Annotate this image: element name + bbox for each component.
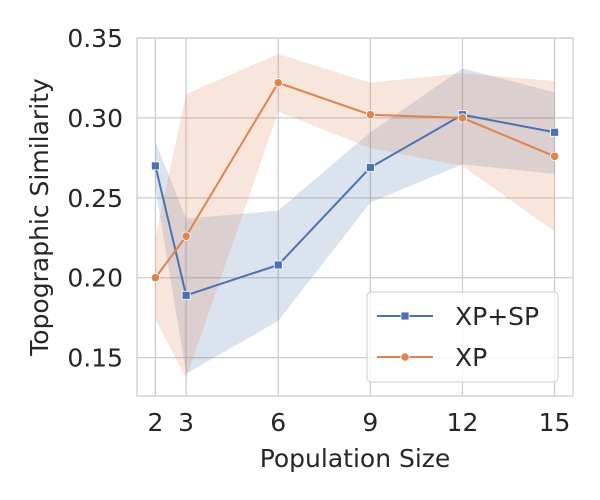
data-point: [181, 290, 191, 300]
legend-box: [366, 291, 559, 383]
confidence-band-1: [155, 53, 555, 379]
x-tick-labels: 2 3 6 9 12 15: [147, 408, 570, 437]
data-point: [151, 161, 160, 171]
legend-label-0: XP+SP: [455, 302, 539, 331]
y-tick-label: 0.25: [67, 184, 123, 213]
data-point: [365, 110, 375, 120]
data-point: [549, 151, 560, 161]
data-point: [365, 163, 375, 172]
plot-frame: [136, 37, 574, 397]
legend-marker-0: [400, 311, 410, 321]
confidence-band-0: [155, 68, 555, 374]
legend-label-1: XP: [455, 343, 487, 372]
x-tick-label: 3: [178, 408, 194, 437]
data-point: [150, 273, 161, 283]
y-tick-label: 0.35: [67, 24, 123, 53]
series-lines: [154, 81, 555, 297]
y-tick-label: 0.15: [67, 344, 123, 373]
data-point: [550, 127, 559, 137]
data-point: [457, 113, 468, 123]
series-markers: [150, 78, 560, 300]
x-tick-label: 12: [447, 408, 479, 437]
y-tick-labels: 0.15 0.20 0.25 0.30 0.35: [67, 24, 123, 373]
y-tick-label: 0.20: [67, 264, 123, 293]
data-point: [273, 260, 283, 270]
x-tick-label: 15: [539, 408, 571, 437]
data-point: [273, 78, 283, 88]
series-line-1: [154, 81, 555, 279]
confidence-bands: [155, 53, 555, 379]
series-line-0: [154, 113, 555, 297]
x-tick-label: 9: [362, 408, 378, 437]
y-tick-label: 0.30: [67, 104, 123, 133]
legend-marker-1: [400, 352, 410, 362]
data-point: [181, 231, 191, 241]
x-tick-label: 2: [147, 408, 163, 437]
x-axis-label: Population Size: [260, 444, 451, 473]
x-tick-label: 6: [270, 408, 286, 437]
y-axis-label: Topographic Similarity: [25, 78, 54, 357]
legend: XP+SP XP: [366, 291, 559, 383]
